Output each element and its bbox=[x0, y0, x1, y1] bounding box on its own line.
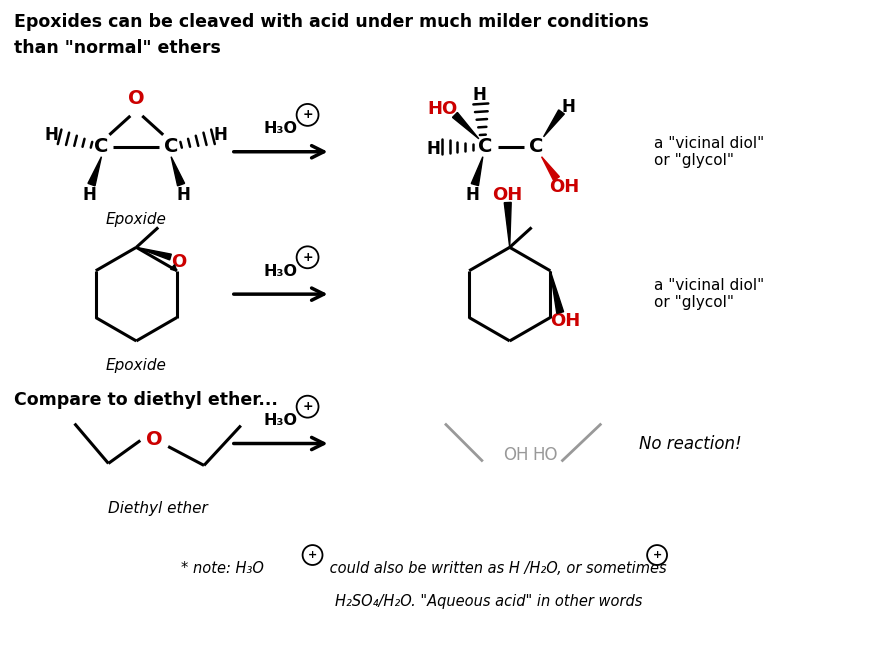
Text: a "vicinal diol"
or "glycol": a "vicinal diol" or "glycol" bbox=[654, 136, 765, 168]
Text: OH: OH bbox=[549, 178, 579, 195]
Text: H: H bbox=[45, 126, 58, 144]
Polygon shape bbox=[550, 271, 564, 314]
Text: H₃O: H₃O bbox=[264, 413, 298, 428]
Text: H: H bbox=[473, 86, 487, 104]
Text: No reaction!: No reaction! bbox=[639, 434, 742, 453]
Text: Compare to diethyl ether...: Compare to diethyl ether... bbox=[14, 391, 278, 409]
Text: O: O bbox=[146, 430, 162, 449]
Text: H: H bbox=[214, 126, 228, 144]
Polygon shape bbox=[452, 112, 479, 139]
Polygon shape bbox=[471, 157, 482, 186]
Text: H: H bbox=[466, 186, 480, 203]
Text: H: H bbox=[426, 140, 440, 157]
Text: H: H bbox=[83, 186, 96, 203]
Text: O: O bbox=[128, 89, 145, 108]
Text: +: + bbox=[303, 400, 313, 413]
Text: HO: HO bbox=[428, 100, 458, 118]
Polygon shape bbox=[542, 157, 559, 180]
Text: Epoxides can be cleaved with acid under much milder conditions: Epoxides can be cleaved with acid under … bbox=[14, 13, 648, 31]
Text: * note: H₃O: * note: H₃O bbox=[181, 562, 264, 577]
Text: could also be written as H /H₂O, or sometimes: could also be written as H /H₂O, or some… bbox=[325, 562, 667, 577]
Text: OH: OH bbox=[550, 312, 580, 329]
Text: O: O bbox=[171, 253, 186, 271]
Text: H: H bbox=[176, 186, 190, 203]
Text: C: C bbox=[529, 137, 544, 156]
Text: OH: OH bbox=[492, 186, 523, 203]
Text: C: C bbox=[478, 137, 492, 156]
Text: C: C bbox=[94, 137, 108, 156]
Polygon shape bbox=[88, 157, 101, 186]
Polygon shape bbox=[171, 157, 184, 186]
Polygon shape bbox=[170, 265, 176, 271]
Text: HO: HO bbox=[532, 447, 557, 464]
Polygon shape bbox=[137, 247, 171, 260]
Text: OH: OH bbox=[503, 447, 528, 464]
Text: C: C bbox=[164, 137, 178, 156]
Text: Epoxide: Epoxide bbox=[106, 212, 167, 227]
Text: a "vicinal diol"
or "glycol": a "vicinal diol" or "glycol" bbox=[654, 278, 765, 310]
Polygon shape bbox=[505, 203, 512, 247]
Text: H: H bbox=[562, 98, 575, 116]
Text: Diethyl ether: Diethyl ether bbox=[108, 501, 208, 516]
Text: than "normal" ethers: than "normal" ethers bbox=[14, 39, 220, 57]
Polygon shape bbox=[543, 110, 564, 137]
Text: +: + bbox=[653, 550, 662, 560]
Text: H₂SO₄/H₂O. "Aqueous acid" in other words: H₂SO₄/H₂O. "Aqueous acid" in other words bbox=[335, 594, 643, 609]
Text: +: + bbox=[303, 251, 313, 264]
Text: H₃O: H₃O bbox=[264, 264, 298, 279]
Text: Epoxide: Epoxide bbox=[106, 358, 167, 373]
Text: H₃O: H₃O bbox=[264, 121, 298, 136]
Text: +: + bbox=[303, 108, 313, 121]
Text: +: + bbox=[308, 550, 318, 560]
